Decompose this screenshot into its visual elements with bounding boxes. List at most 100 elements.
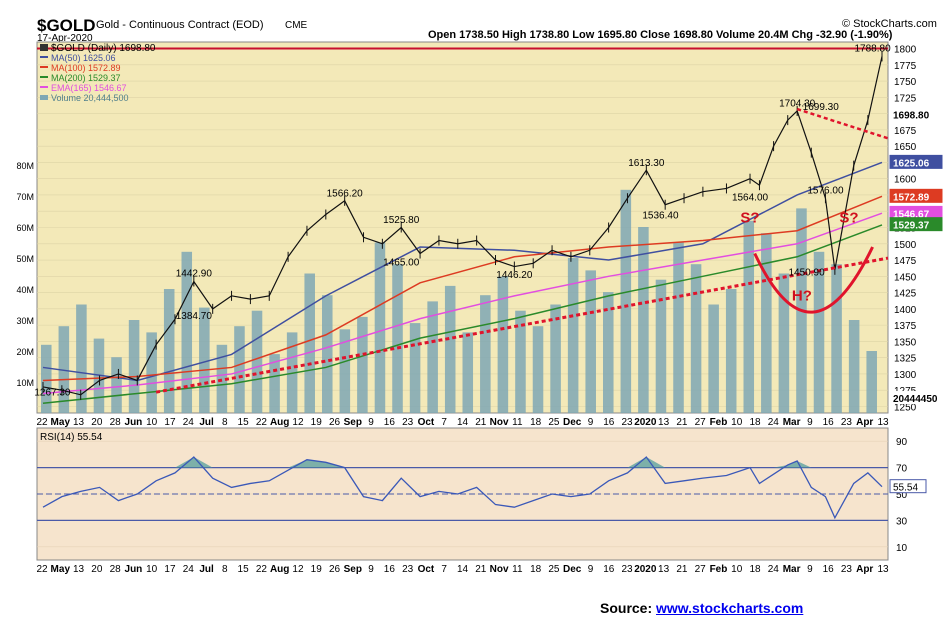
- chart-date: 17-Apr-2020: [37, 33, 93, 44]
- price-annotation: 1566.20: [327, 189, 364, 200]
- x-tick-label: 16: [823, 417, 835, 428]
- price-annotation: 1704.30: [779, 99, 816, 110]
- volume-bar: [673, 242, 684, 413]
- x-tick-label: 23: [621, 417, 633, 428]
- x-tick-label: May: [51, 564, 71, 575]
- rsi-tick-label: 70: [896, 464, 908, 475]
- price-annotation: 1564.00: [732, 192, 769, 203]
- volume-bar: [163, 289, 175, 413]
- volume-tick-label: 80M: [16, 161, 34, 171]
- x-tick-label: 23: [402, 564, 414, 575]
- x-axis-lower: 22 May 13 20 28 Jun 10 17 24 Jul 8 15 22 Aug 12 19 26 Sep…: [36, 564, 889, 575]
- price-annotation: 1446.20: [496, 270, 533, 281]
- x-tick-label: Nov: [490, 417, 509, 428]
- volume-bar: [655, 279, 667, 413]
- value-label-box: [889, 188, 943, 203]
- price-tick-label: 1325: [894, 354, 917, 365]
- price-tick-label: 1375: [894, 321, 917, 332]
- x-tick-label: 11: [512, 417, 523, 428]
- source-link[interactable]: www.stockcharts.com: [656, 600, 804, 616]
- volume-bar: [76, 304, 87, 413]
- volume-bar: [743, 220, 755, 413]
- x-tick-label: 8: [222, 564, 228, 575]
- x-tick-label: 13: [877, 564, 889, 575]
- price-tick-label: 1250: [894, 402, 917, 413]
- price-tick-label: 1400: [894, 305, 917, 316]
- neckline-line: [796, 107, 889, 140]
- source-label: Source:: [600, 600, 653, 616]
- rsi-axis: 10 30 50 70 90 55.54: [889, 437, 927, 554]
- x-tick-label: 18: [530, 564, 542, 575]
- price-tick-label: 1600: [894, 175, 917, 186]
- ma-line: [42, 161, 883, 382]
- x-tick-label: 20: [91, 564, 103, 575]
- x-tick-label: Apr: [856, 417, 873, 428]
- x-tick-label: 16: [384, 417, 396, 428]
- volume-tick-label: 30M: [16, 316, 34, 326]
- volume-tick-label: 60M: [16, 223, 34, 233]
- price-annotation: 1576.00: [807, 185, 844, 196]
- volume-bar: [111, 357, 122, 413]
- value-label-box: [889, 217, 943, 232]
- price-annotations: 1267.30 1442.90 1384.70 1566.20 1525.80 1465.…: [34, 43, 891, 398]
- chart-legend: $GOLD (Daily) 1698.80 MA(50) 1625.06 MA(…: [40, 43, 156, 103]
- x-tick-label: Jun: [125, 564, 143, 575]
- volume-bar: [848, 320, 860, 413]
- price-tick-label: 1775: [894, 61, 917, 72]
- head-arc: [753, 246, 874, 314]
- volume-bar: [708, 304, 719, 413]
- price-legend-swatch: [40, 44, 48, 51]
- price-tick-label: 1475: [894, 256, 917, 267]
- x-tick-label: 22: [36, 417, 48, 428]
- ma100-swatch: [40, 66, 48, 68]
- volume-bar: [620, 189, 632, 413]
- x-tick-label: 9: [368, 564, 374, 575]
- rsi-series: [42, 456, 883, 520]
- price-line: [42, 56, 883, 396]
- x-tick-label: 9: [368, 417, 374, 428]
- source-line: Source: www.stockcharts.com: [600, 600, 803, 616]
- volume-bar: [392, 264, 403, 413]
- x-tick-label: 19: [311, 564, 323, 575]
- x-tick-label: 2020: [634, 564, 657, 575]
- x-tick-label: 26: [329, 564, 341, 575]
- x-tick-label: Jul: [199, 417, 214, 428]
- rsi-tick-label: 50: [896, 490, 908, 501]
- x-tick-label: 7: [441, 564, 447, 575]
- pattern-annotation: H?: [792, 288, 812, 305]
- x-tick-label: 19: [311, 417, 323, 428]
- volume-bar: [322, 295, 333, 413]
- x-tick-label: 9: [807, 417, 813, 428]
- volume-bar: [480, 295, 491, 413]
- x-tick-label: Dec: [563, 417, 582, 428]
- moving-averages: [42, 161, 883, 404]
- volume-axis: 10M 20M 30M 40M 50M 60M 70M 80M: [16, 161, 34, 388]
- volume-bar: [638, 227, 649, 413]
- volume-bar: [444, 285, 456, 413]
- volume-bar: [462, 332, 474, 413]
- ema165-swatch: [40, 86, 48, 88]
- x-tick-label: 28: [110, 417, 122, 428]
- volume-bar: [304, 273, 315, 413]
- value-label: 1546.67: [893, 209, 930, 220]
- volume-swatch: [40, 95, 48, 100]
- x-tick-label: 17: [164, 417, 176, 428]
- price-tick-label: 1425: [894, 289, 917, 300]
- rsi-tick-label: 30: [896, 516, 908, 527]
- volume-bar: [199, 307, 210, 413]
- x-tick-label: 28: [110, 564, 122, 575]
- x-tick-label: 22: [256, 417, 268, 428]
- x-tick-label: May: [51, 417, 71, 428]
- volume-bar: [216, 344, 228, 413]
- x-tick-label: 13: [658, 564, 670, 575]
- volume-bar: [409, 323, 421, 413]
- price-tick-label: 1800: [894, 45, 917, 56]
- x-tick-label: 10: [146, 564, 158, 575]
- x-tick-label: Apr: [856, 564, 873, 575]
- x-tick-label: Oct: [418, 564, 435, 575]
- volume-bar: [831, 264, 842, 413]
- ma200-swatch: [40, 76, 48, 78]
- legend-ma50: MA(50) 1625.06: [51, 53, 116, 63]
- volume-bar: [515, 310, 526, 413]
